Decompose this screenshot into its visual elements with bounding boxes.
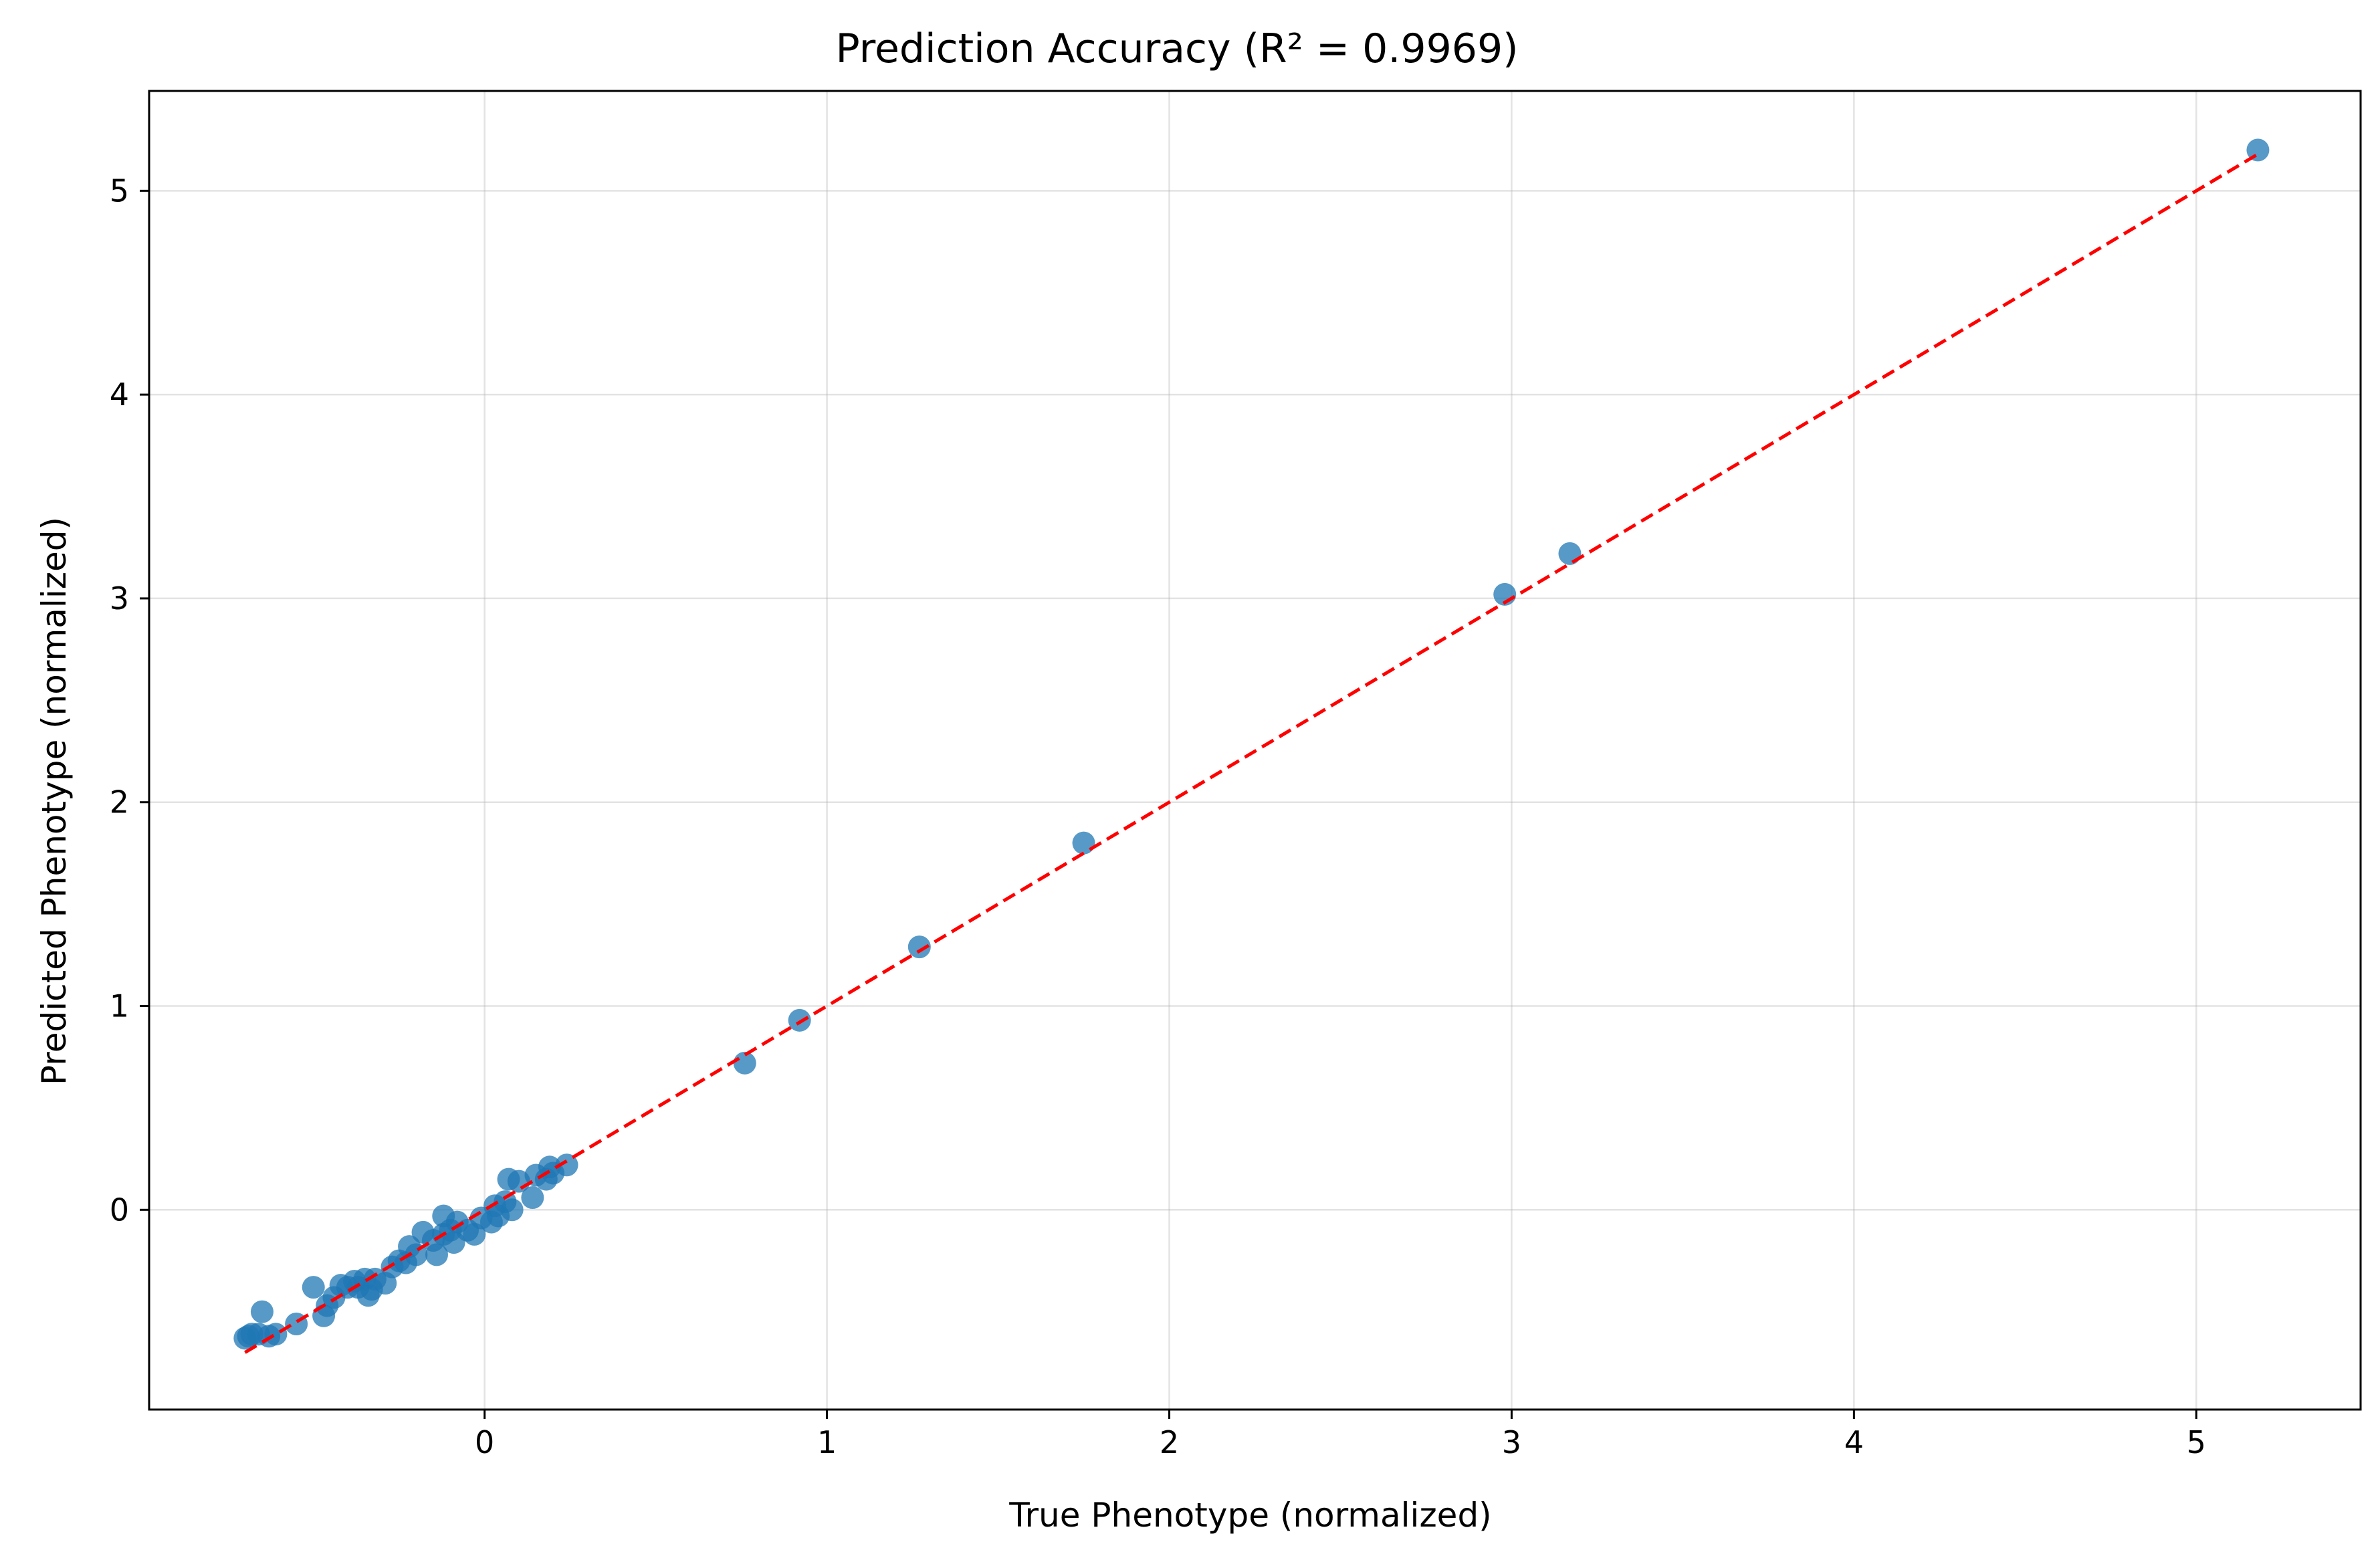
x-tick-label: 3	[1502, 1424, 1521, 1460]
y-tick-label: 4	[110, 376, 129, 413]
y-tick-label: 5	[110, 173, 129, 209]
scatter-points	[233, 138, 2270, 1354]
scatter-point	[264, 1323, 288, 1346]
x-tick-label: 0	[475, 1424, 494, 1460]
plot-frame	[148, 90, 2362, 1411]
x-tick-label: 1	[817, 1424, 837, 1460]
y-tick-label: 0	[110, 1192, 129, 1228]
scatter-point	[1558, 542, 1582, 565]
y-tick-label: 2	[110, 784, 129, 820]
y-tick-label: 3	[110, 580, 129, 617]
reference-line	[244, 152, 2259, 1354]
x-tick-label: 2	[1160, 1424, 1179, 1460]
scatter-point	[302, 1276, 325, 1299]
axis-ticks: 0 1 2 3 4 5 0 1 2 3 4 5	[110, 173, 2206, 1460]
scatter-point	[907, 935, 931, 959]
y-tick-label: 1	[110, 988, 129, 1024]
x-tick-label: 4	[1844, 1424, 1864, 1460]
scatter-point	[425, 1243, 449, 1266]
scatter-point	[555, 1153, 578, 1177]
scatter-point	[500, 1198, 524, 1222]
scatter-point	[788, 1008, 811, 1032]
scatter-point	[733, 1051, 756, 1075]
chart-title: Prediction Accuracy (R² = 0.9969)	[835, 25, 1518, 72]
scatter-point	[1072, 831, 1095, 855]
y-axis-label: Predicted Phenotype (normalized)	[35, 517, 74, 1085]
scatter-point	[250, 1300, 274, 1323]
x-axis-label: True Phenotype (normalized)	[1008, 1496, 1491, 1535]
x-tick-label: 5	[2187, 1424, 2206, 1460]
scatter-point	[521, 1186, 544, 1210]
